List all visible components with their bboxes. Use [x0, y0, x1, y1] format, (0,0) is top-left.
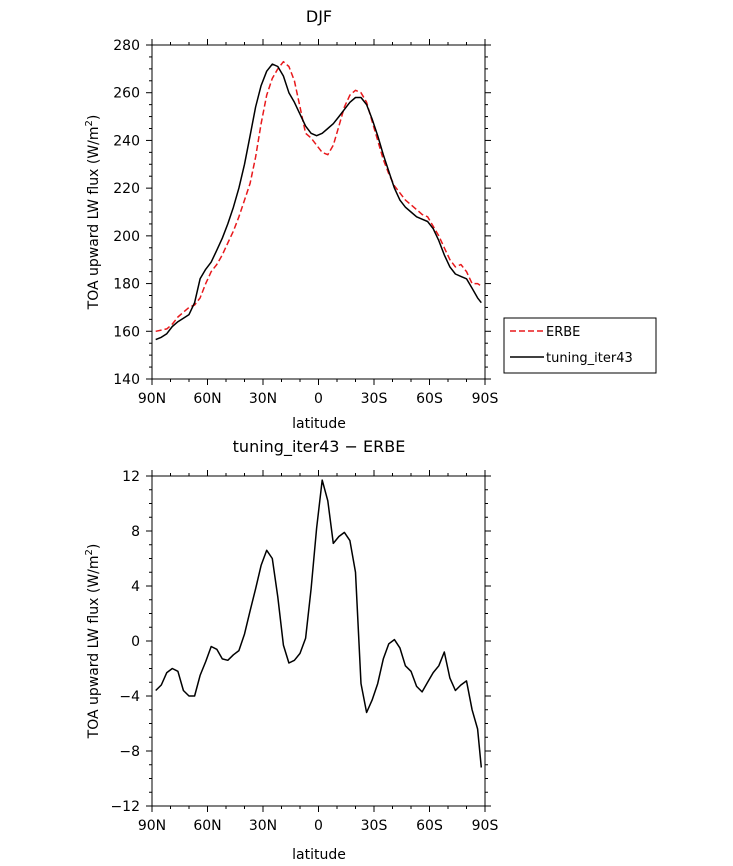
bottom-y-tick-label: 4 — [131, 579, 140, 595]
top-y-tick-label: 280 — [113, 38, 140, 54]
bottom-y-tick-label: −4 — [119, 689, 140, 705]
top-chart-x-axis-label: latitude — [292, 416, 346, 432]
bottom-x-tick-label: 30S — [361, 818, 388, 834]
legend-label-tuning: tuning_iter43 — [546, 351, 633, 366]
bottom-x-tick-label: 90S — [472, 818, 499, 834]
bottom-x-tick-label: 60S — [416, 818, 443, 834]
top-chart-title: DJF — [306, 7, 332, 26]
bottom-chart-y-axis-label: TOA upward LW flux (W/m2) — [84, 544, 102, 740]
top-y-tick-label: 160 — [113, 324, 140, 340]
top-chart-plot-area — [151, 44, 486, 380]
top-series-line-tuning-iter43 — [155, 63, 482, 341]
top-y-tick-label: 220 — [113, 181, 140, 197]
bottom-series-line-0 — [155, 479, 483, 768]
top-x-tick-label: 30S — [361, 391, 388, 407]
top-x-tick-label: 60S — [416, 391, 443, 407]
legend: ERBE tuning_iter43 — [503, 317, 657, 374]
top-chart-panel: DJF 90N 60N 30N 0 30S 60S 90S 140 160 180 200 220 24… — [84, 7, 498, 432]
bottom-y-tick-label: −8 — [119, 744, 140, 760]
top-y-tick-label: 260 — [113, 86, 140, 102]
bottom-x-tick-label: 0 — [314, 818, 323, 834]
top-y-tick-label: 140 — [113, 372, 140, 388]
bottom-y-tick-label: −12 — [110, 799, 140, 815]
top-series-line-erbe — [155, 60, 482, 333]
bottom-x-tick-label: 60N — [193, 818, 221, 834]
bottom-chart-panel: tuning_iter43 − ERBE 90N 60N 30N 0 30S 60S 90S… — [84, 437, 498, 863]
bottom-x-tick-label: 90N — [138, 818, 166, 834]
bottom-x-tick-label: 30N — [249, 818, 277, 834]
top-x-tick-label: 90N — [138, 391, 166, 407]
top-chart-y-axis-label: TOA upward LW flux (W/m2) — [84, 115, 102, 311]
top-x-tick-label: 30N — [249, 391, 277, 407]
bottom-y-tick-label: 12 — [122, 469, 140, 485]
bottom-chart-x-axis-label: latitude — [292, 847, 346, 863]
top-y-tick-label: 240 — [113, 133, 140, 149]
bottom-y-tick-label: 8 — [131, 524, 140, 540]
top-y-tick-label: 180 — [113, 277, 140, 293]
bottom-y-tick-label: 0 — [131, 634, 140, 650]
bottom-chart-plot-area — [151, 475, 486, 807]
legend-box — [503, 317, 657, 374]
top-y-tick-label: 200 — [113, 229, 140, 245]
top-x-tick-label: 0 — [314, 391, 323, 407]
top-x-tick-label: 90S — [472, 391, 499, 407]
top-x-tick-label: 60N — [193, 391, 221, 407]
legend-label-erbe: ERBE — [546, 325, 580, 340]
bottom-chart-title: tuning_iter43 − ERBE — [233, 437, 406, 457]
